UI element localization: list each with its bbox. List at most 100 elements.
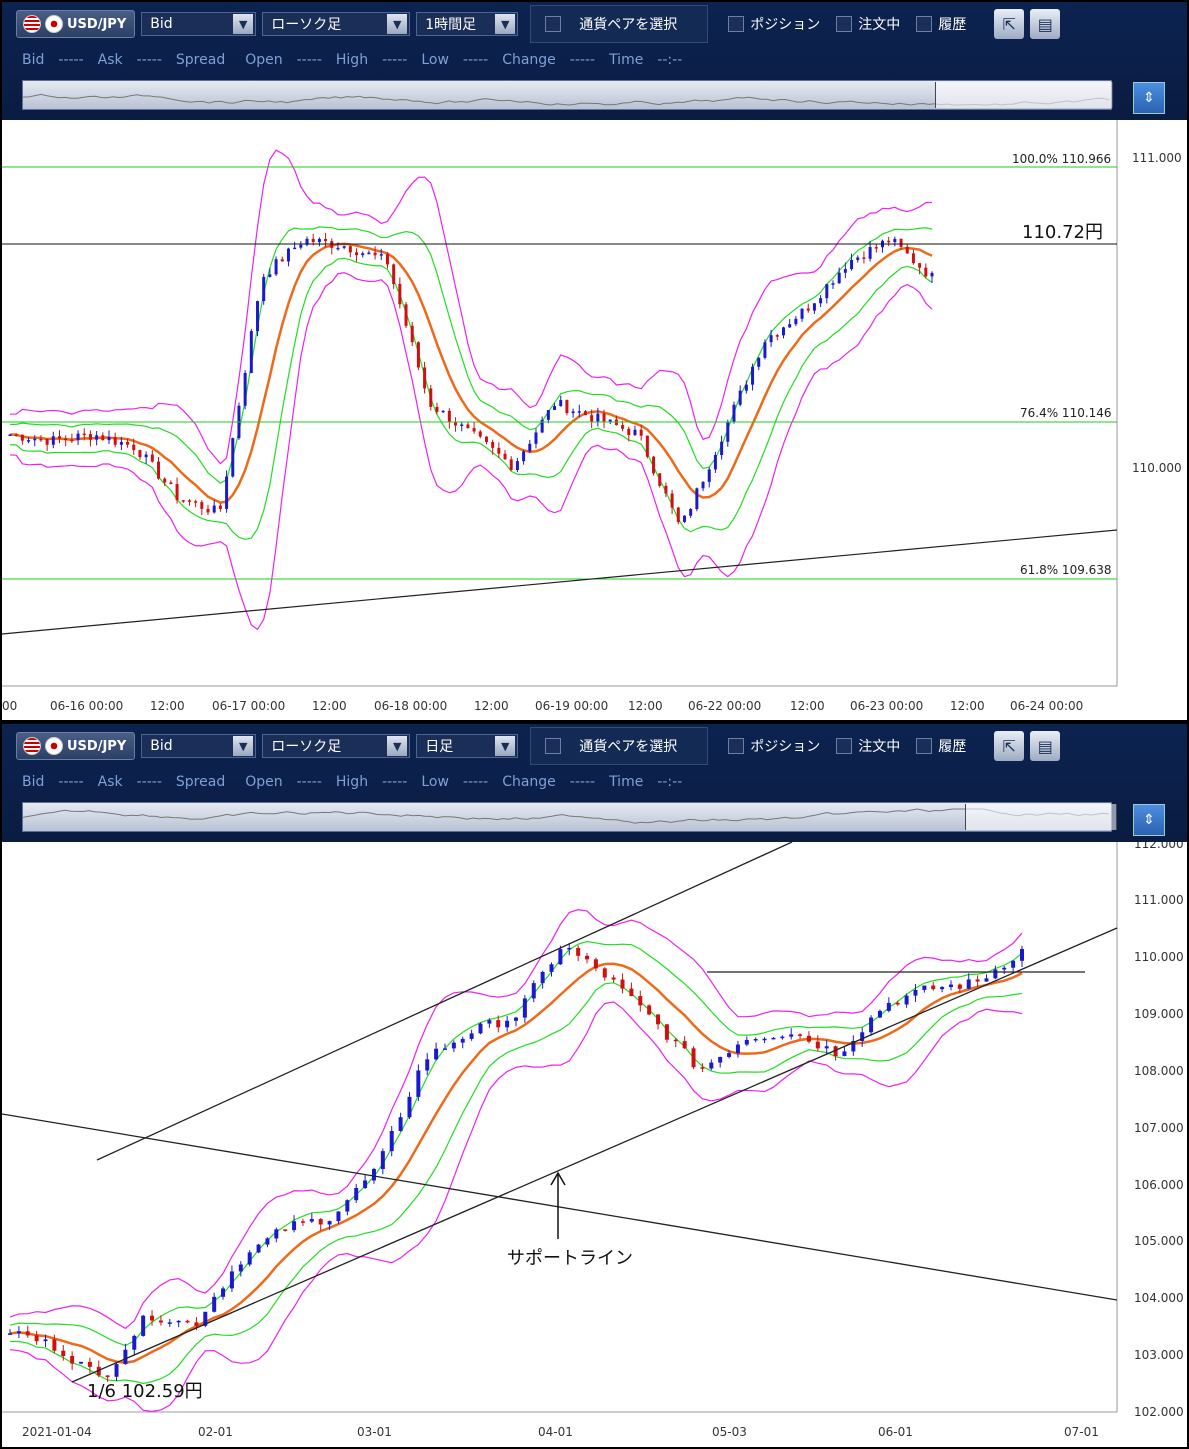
orders-toggle[interactable]: 注文中 <box>836 14 900 34</box>
candle-body <box>447 410 451 423</box>
candle-body <box>435 406 439 412</box>
candle-body <box>194 1322 199 1326</box>
candle-body <box>558 949 563 965</box>
candle-body <box>45 439 49 445</box>
candle-body <box>922 985 927 990</box>
currency-pair-button[interactable]: USD/JPY <box>16 732 136 760</box>
select-pair-checkbox[interactable] <box>545 16 562 32</box>
chevron-down-icon: ▼ <box>387 736 408 756</box>
position-label: ポジション <box>750 17 821 33</box>
candle-body <box>718 1056 723 1063</box>
candle-body <box>553 406 557 411</box>
candle-body <box>788 324 792 328</box>
candle-body <box>8 434 12 437</box>
candle-body <box>404 304 408 326</box>
history-checkbox[interactable] <box>916 16 933 32</box>
navigator-scrollbar[interactable] <box>22 80 1113 110</box>
navigator-line <box>23 93 1110 106</box>
candle-body <box>181 500 185 502</box>
chart-kind-select[interactable]: ローソク足 ▼ <box>262 734 411 758</box>
candle-body <box>1002 967 1007 970</box>
navigator-scrollbar[interactable] <box>22 802 1117 832</box>
candle-body <box>593 959 598 969</box>
candle-body <box>633 429 637 435</box>
select-pair-button[interactable]: 通貨ペアを選択 <box>530 727 709 765</box>
candle-body <box>212 1296 217 1312</box>
candle-body <box>571 411 575 414</box>
candle-body <box>317 238 321 243</box>
candle-body <box>720 441 724 456</box>
candle-body <box>794 318 798 325</box>
candle-body <box>324 238 328 242</box>
x-tick: 05-03 <box>712 1425 747 1439</box>
quote-bar: Bid ----- Ask ----- Spread Open ----- High -… <box>22 774 682 790</box>
candle-body <box>656 1014 661 1025</box>
x-tick: 12:00 <box>474 699 509 713</box>
price-type-select[interactable]: Bid ▼ <box>141 12 257 36</box>
candle-body <box>150 1315 155 1321</box>
candle-body <box>469 1033 474 1039</box>
candle-body <box>713 455 717 470</box>
candle-body <box>167 1322 172 1324</box>
select-pair-checkbox[interactable] <box>545 738 562 754</box>
candle-body <box>913 989 918 996</box>
chart-settings-button[interactable]: ▤ <box>1030 9 1061 39</box>
candle-body <box>851 1041 856 1052</box>
unlock-icon: ⇕ <box>1143 812 1155 828</box>
history-toggle[interactable]: 履歴 <box>916 736 966 756</box>
candle-body <box>398 284 402 305</box>
quote-bar: Bid ----- Ask ----- Spread Open ----- High -… <box>22 52 682 68</box>
candle-body <box>819 298 823 304</box>
chart-settings-button[interactable]: ▤ <box>1030 731 1061 761</box>
candle-body <box>429 388 433 407</box>
candle-body <box>410 325 414 343</box>
candle-body <box>87 1361 92 1367</box>
lock-scale-button[interactable]: ⇕ <box>1133 804 1165 836</box>
price-type-select[interactable]: Bid ▼ <box>141 734 257 758</box>
position-toggle[interactable]: ポジション <box>728 736 820 756</box>
hourly-candlestick-chart[interactable]: 100.0% 110.966 76.4% 110.146 61.8% 109.6… <box>2 120 1187 720</box>
select-pair-button[interactable]: 通貨ペアを選択 <box>530 5 709 43</box>
navigator-thumb[interactable] <box>965 804 1117 830</box>
candle-body <box>904 995 909 1005</box>
candle-body <box>187 500 191 502</box>
candle-body <box>309 1219 314 1222</box>
position-checkbox[interactable] <box>728 16 745 32</box>
candle-body <box>689 509 693 516</box>
detach-window-button[interactable]: ⇱ <box>994 731 1025 761</box>
candle-body <box>451 1042 456 1049</box>
select-pair-label: 通貨ペアを選択 <box>579 739 678 755</box>
history-toggle[interactable]: 履歴 <box>916 14 966 34</box>
candle-body <box>305 238 309 245</box>
candle-body <box>735 1044 740 1054</box>
history-checkbox[interactable] <box>916 738 933 754</box>
orders-checkbox[interactable] <box>836 16 853 32</box>
lock-scale-button[interactable]: ⇕ <box>1133 82 1165 114</box>
y-tick: 107.000 <box>1134 1121 1184 1135</box>
timeframe-select[interactable]: 日足 ▼ <box>416 734 519 758</box>
timeframe-select[interactable]: 1時間足 ▼ <box>416 12 519 36</box>
candle-body <box>824 1046 829 1049</box>
candle-body <box>549 964 554 972</box>
chart-kind-select[interactable]: ローソク足 ▼ <box>262 12 411 36</box>
candle-body <box>812 303 816 311</box>
position-checkbox[interactable] <box>728 738 745 754</box>
detach-window-button[interactable]: ⇱ <box>994 9 1025 39</box>
candle-body <box>726 421 730 442</box>
bid-label: Bid <box>22 774 45 790</box>
candle-body <box>478 431 482 437</box>
downtrend-line <box>2 1113 1118 1301</box>
candle-body <box>608 419 612 422</box>
daily-candlestick-chart[interactable]: サポートライン 1/6 102.59円 112.000 111.000 110.… <box>2 842 1187 1449</box>
candle-body <box>460 1038 465 1043</box>
x-tick: 04-01 <box>538 1425 573 1439</box>
position-toggle[interactable]: ポジション <box>728 14 820 34</box>
orders-checkbox[interactable] <box>836 738 853 754</box>
price-type-value: Bid <box>150 16 173 32</box>
currency-pair-button[interactable]: USD/JPY <box>16 10 136 38</box>
orders-toggle[interactable]: 注文中 <box>836 736 900 756</box>
navigator-thumb[interactable] <box>935 82 1113 108</box>
candle-body <box>123 1349 128 1365</box>
y-tick: 102.000 <box>1134 1405 1184 1419</box>
candle-body <box>993 969 998 979</box>
